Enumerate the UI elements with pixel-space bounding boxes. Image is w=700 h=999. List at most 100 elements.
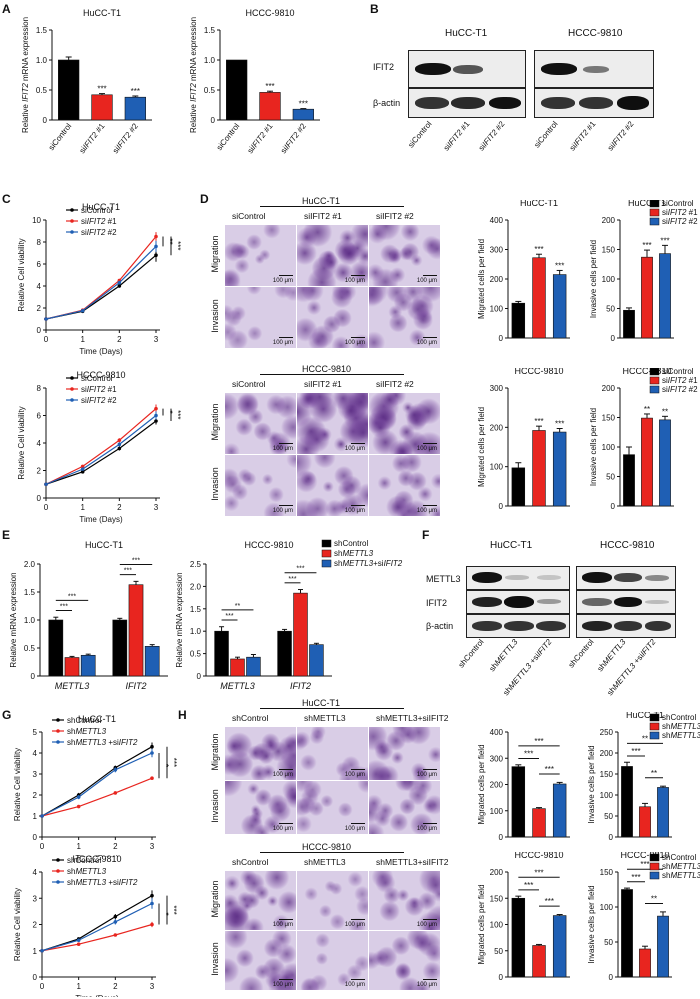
scale-bar (351, 919, 365, 920)
blot-f-hucc-ifit2 (466, 590, 570, 614)
scale-bar (351, 823, 365, 824)
chart-h4-bracket-label-2: *** (640, 860, 649, 869)
chart-d4-ytick-label-3: 150 (602, 414, 616, 423)
scale-bar (279, 823, 293, 824)
chart-a2-ylabel: Relative IFIT2 mRNA expression (189, 17, 198, 133)
scale-bar (351, 979, 365, 980)
scale-bar-label: 100 μm (344, 826, 365, 832)
chart-c1-ytick-label-5: 10 (32, 216, 41, 225)
chart-e1-xlabel-0: METTL3 (55, 681, 90, 691)
scale-bar-label: 100 μm (416, 982, 437, 988)
blot-b-row-1: IFIT2 (373, 62, 395, 72)
chart-h2-legend-swatch-0 (649, 713, 660, 722)
chart-g1-legend-label-0: shControl (67, 716, 101, 725)
chart-g1-title: HuCC-T1 (78, 714, 116, 724)
chart-c1-legend-label-2: siIFIT2 #2 (81, 228, 117, 237)
scale-bar-label: 100 μm (272, 446, 293, 452)
chart-a2-bar-1 (259, 92, 281, 121)
chart-a1-bar-2 (124, 96, 146, 121)
chart-c-hucc: HuCC-T1 Time (Days) Relative Cell viabilit… (17, 202, 182, 356)
chart-g2-legend-label-2: shMETTL3 +siIFIT2 (67, 878, 138, 887)
chart-c2-series-0-line (45, 420, 157, 485)
chart-h4-bracket-label-1: ** (651, 895, 657, 904)
chart-g2-series-2-point-3 (150, 901, 154, 906)
chart-c2-series-1-point-1 (80, 464, 85, 469)
chart-c2-ytick-label-1: 2 (37, 467, 42, 476)
chart-a1-ytick-label-3: 1.5 (36, 26, 48, 35)
chart-c1-series-0-point-3 (154, 253, 158, 257)
scale-bar-label: 100 μm (344, 922, 365, 928)
panel-letter-c: C (2, 192, 11, 206)
chart-d3-bar-2 (552, 431, 567, 507)
chart-c1-legend-label-1: siIFIT2 #1 (81, 217, 117, 226)
chart-d2-ylabel: Invasive cells per field (589, 240, 598, 318)
grid-D2-title-rule (260, 374, 404, 375)
chart-g1-ytick-label-1: 1 (33, 812, 38, 821)
chart-d4-legend-swatch-2 (649, 385, 660, 394)
grid-H1-micrograph-1-0: 100 μm (224, 780, 297, 835)
scale-bar-label: 100 μm (344, 446, 365, 452)
grid-D2-cell-title: HCCC-9810 (302, 364, 352, 374)
chart-g1-series-0-point-3 (150, 744, 154, 749)
chart-e-hccc: HCCC-9810 Relative mRNA expression 0 0.5 1.0… (175, 539, 403, 691)
chart-d2-legend-label-0: siControl (662, 200, 694, 208)
grid-D1-title-rule (260, 206, 404, 207)
chart-g1-ytick-label-5: 5 (33, 728, 38, 737)
chart-c1-series-2-line (45, 245, 157, 320)
grid-H1-col-label-2: shMETTL3+siIFIT2 (376, 713, 449, 723)
chart-h-hccc-invasive: HCCC-9810 Invasive cells per field 0 50 100 1… (587, 852, 700, 982)
chart-g2-xtick-label-3: 3 (150, 982, 155, 991)
chart-h3-bar-0 (511, 897, 526, 978)
chart-a1-bar-0 (58, 59, 80, 121)
grid-H1-micrograph-0-2: 100 μm (368, 726, 441, 781)
grid-D2-micrograph-1-1: 100 μm (296, 454, 369, 517)
chart-g2-series-2-point-0 (40, 948, 44, 953)
chart-e2-bracket-label-1-1: *** (296, 566, 304, 573)
chart-e2-legend-label-2: shMETTL3+siIFIT2 (334, 559, 403, 568)
chart-g1-series-2-point-1 (76, 795, 81, 799)
chart-h2-ytick-label-5: 250 (600, 728, 614, 737)
chart-h3-ytick-label-1: 50 (494, 947, 503, 956)
chart-a1-star-2: *** (131, 87, 140, 96)
chart-g2-series-0-point-2 (113, 914, 118, 919)
chart-d4-legend-label-0: siControl (662, 368, 694, 376)
chart-e2-legend-label-1: shMETTL3 (334, 549, 374, 558)
chart-h3-ytick-label-2: 100 (490, 921, 504, 930)
chart-e2-ylabel: Relative mRNA expression (175, 572, 184, 667)
f-lanes-lane-2: shMETTL3 +siIFIT2 (605, 637, 658, 697)
chart-h2-ytick-label-4: 200 (600, 749, 614, 758)
b-lanes-lane-2: siIFIT2 #2 (606, 119, 636, 152)
scale-bar (423, 275, 437, 276)
chart-d1-star-1: *** (534, 245, 543, 254)
chart-d1-ytick-label-3: 300 (490, 246, 504, 255)
chart-g1-xtick-label-3: 3 (150, 842, 155, 851)
chart-h2-ytick-label-1: 50 (604, 812, 613, 821)
chart-d4-ytick-label-4: 200 (602, 384, 616, 393)
chart-d2-ytick-label-1: 50 (606, 305, 615, 314)
chart-d2-legend-label-1: siIFIT2 #1 (662, 208, 698, 217)
chart-c1-xtick-label-3: 3 (154, 335, 159, 344)
chart-e2-legend-swatch-1 (321, 549, 332, 558)
chart-c1-xtick-label-2: 2 (117, 335, 122, 344)
grid-H2-row-label-1: Invasion (210, 942, 220, 976)
chart-h4-ytick-label-1: 50 (604, 938, 613, 947)
chart-h2-legend-label-2: shMETTL3 +siIFIT2 (662, 731, 700, 740)
chart-h-hucc-migrated: Migrated cells per field 0 100 200 300 400 ***… (477, 728, 570, 842)
f-lanes-lane-0: shControl (567, 637, 596, 669)
chart-h3-title: HCCC-9810 (514, 852, 563, 860)
chart-e1-ytick-label-2: 1.0 (24, 616, 36, 625)
chart-g1-series-1-point-3 (150, 776, 154, 780)
chart-c2-legend-marker-1 (70, 387, 74, 391)
grid-H1-micrograph-1-2: 100 μm (368, 780, 441, 835)
chart-c1-ytick-label-3: 6 (37, 260, 42, 269)
chart-h4-bar-0 (621, 889, 633, 978)
grid-H2-micrograph-0-2: 100 μm (368, 870, 441, 931)
chart-g2-series-0-point-3 (150, 893, 154, 898)
chart-c2-series-0-point-3 (154, 419, 158, 423)
chart-g2-series-1-point-3 (150, 922, 154, 927)
scale-bar-label: 100 μm (416, 508, 437, 514)
grid-H1-cell-title: HuCC-T1 (302, 698, 341, 708)
chart-h2-legend-swatch-1 (649, 722, 660, 731)
chart-c2-series-2-point-2 (117, 442, 122, 447)
chart-h2-legend-swatch-2 (649, 731, 660, 740)
